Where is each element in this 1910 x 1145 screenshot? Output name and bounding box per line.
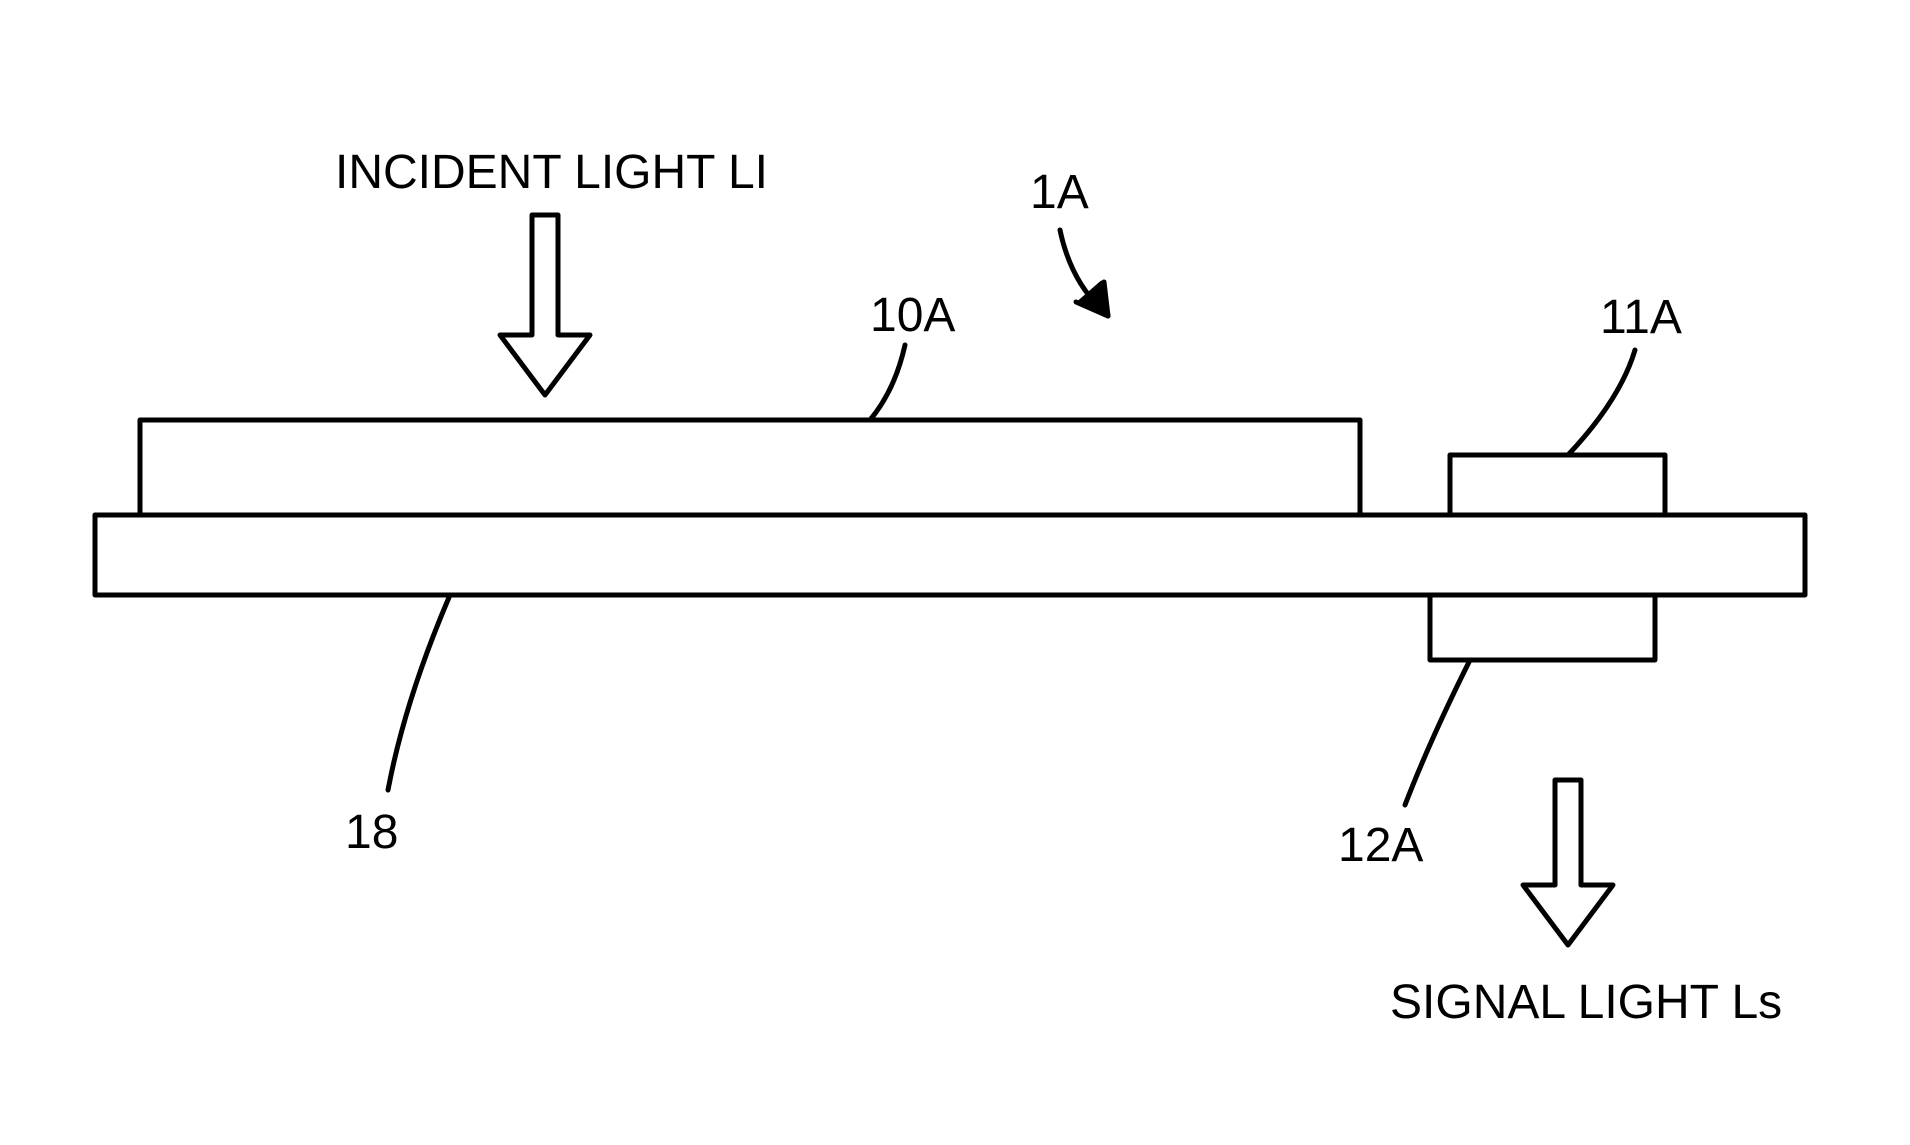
block-12a-rect xyxy=(1430,595,1655,660)
leader-18 xyxy=(388,595,450,790)
ref-11a-label: 11A xyxy=(1600,290,1682,345)
block-11a-rect xyxy=(1450,455,1665,515)
leader-12a xyxy=(1405,660,1470,805)
substrate-rect xyxy=(95,515,1805,595)
incident-arrow xyxy=(500,215,590,395)
incident-light-label: INCIDENT LIGHT LI xyxy=(335,145,768,200)
diagram-svg xyxy=(0,0,1910,1145)
ref-18-label: 18 xyxy=(345,805,398,860)
signal-light-label: SIGNAL LIGHT Ls xyxy=(1390,975,1782,1030)
leader-10a xyxy=(870,345,905,420)
signal-arrow xyxy=(1523,780,1613,945)
leader-11a xyxy=(1568,350,1635,455)
ref-10a-label: 10A xyxy=(870,288,955,343)
slab-10a-rect xyxy=(140,420,1360,515)
ref-1a-label: 1A xyxy=(1030,165,1089,220)
ref-12a-label: 12A xyxy=(1338,818,1423,873)
technical-diagram: INCIDENT LIGHT LI 1A 10A 11A 12A 18 SIGN… xyxy=(0,0,1910,1145)
